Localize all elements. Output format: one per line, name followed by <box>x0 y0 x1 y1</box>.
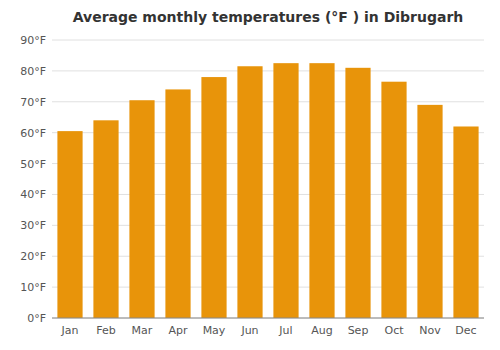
x-tick-labels: Jan Feb Mar Apr May Jun Jul Aug Sep Oct Nov Dec <box>61 324 477 337</box>
bar <box>93 120 118 318</box>
x-tick-label: Aug <box>311 324 332 337</box>
grid-line <box>52 40 484 41</box>
grid-line <box>52 101 484 102</box>
bar <box>381 82 406 318</box>
bar <box>345 68 370 318</box>
grid-line <box>52 70 484 71</box>
bar <box>309 63 334 318</box>
chart-holder: Average monthly temperatures (°F ) in Di… <box>0 0 500 350</box>
y-tick-label: 60°F <box>20 127 46 140</box>
x-tick-label: Jul <box>278 324 292 337</box>
x-tick-label: Sep <box>348 324 369 337</box>
bar <box>273 63 298 318</box>
title: Average monthly temperatures (°F ) in Di… <box>73 9 464 25</box>
bar <box>417 105 442 318</box>
x-tick-label: Oct <box>384 324 404 337</box>
y-tick-label: 40°F <box>20 188 46 201</box>
x-tick-label: Jan <box>61 324 79 337</box>
x-tick-label: Feb <box>96 324 115 337</box>
y-tick-label: 0°F <box>27 312 46 325</box>
grid-line <box>52 318 484 319</box>
y-tick-labels: 0°F 10°F 20°F 30°F 40°F 50°F 60°F 70°F 80°F 90°F <box>20 34 46 325</box>
x-axis-line <box>52 318 484 319</box>
bar <box>201 77 226 318</box>
bar <box>165 89 190 318</box>
y-tick-label: 70°F <box>20 96 46 109</box>
x-tick-label: May <box>203 324 226 337</box>
y-tick-label: 80°F <box>20 65 46 78</box>
bar <box>237 66 262 318</box>
x-tick-label: Nov <box>419 324 441 337</box>
y-tick-label: 90°F <box>20 34 46 47</box>
bars <box>57 63 478 318</box>
bar <box>129 100 154 318</box>
bar <box>57 131 82 318</box>
y-tick-label: 20°F <box>20 250 46 263</box>
x-tick-label: Mar <box>132 324 153 337</box>
chart: Average monthly temperatures (°F ) in Di… <box>0 0 500 350</box>
page: {"chart_data": {"type": "bar", "title": … <box>0 0 500 350</box>
y-grid <box>52 40 484 318</box>
y-tick-label: 10°F <box>20 281 46 294</box>
y-tick-label: 30°F <box>20 219 46 232</box>
y-tick-label: 50°F <box>20 158 46 171</box>
x-tick-label: Dec <box>455 324 476 337</box>
x-tick-label: Jun <box>240 324 258 337</box>
bar <box>453 126 478 318</box>
x-tick-label: Apr <box>168 324 188 337</box>
